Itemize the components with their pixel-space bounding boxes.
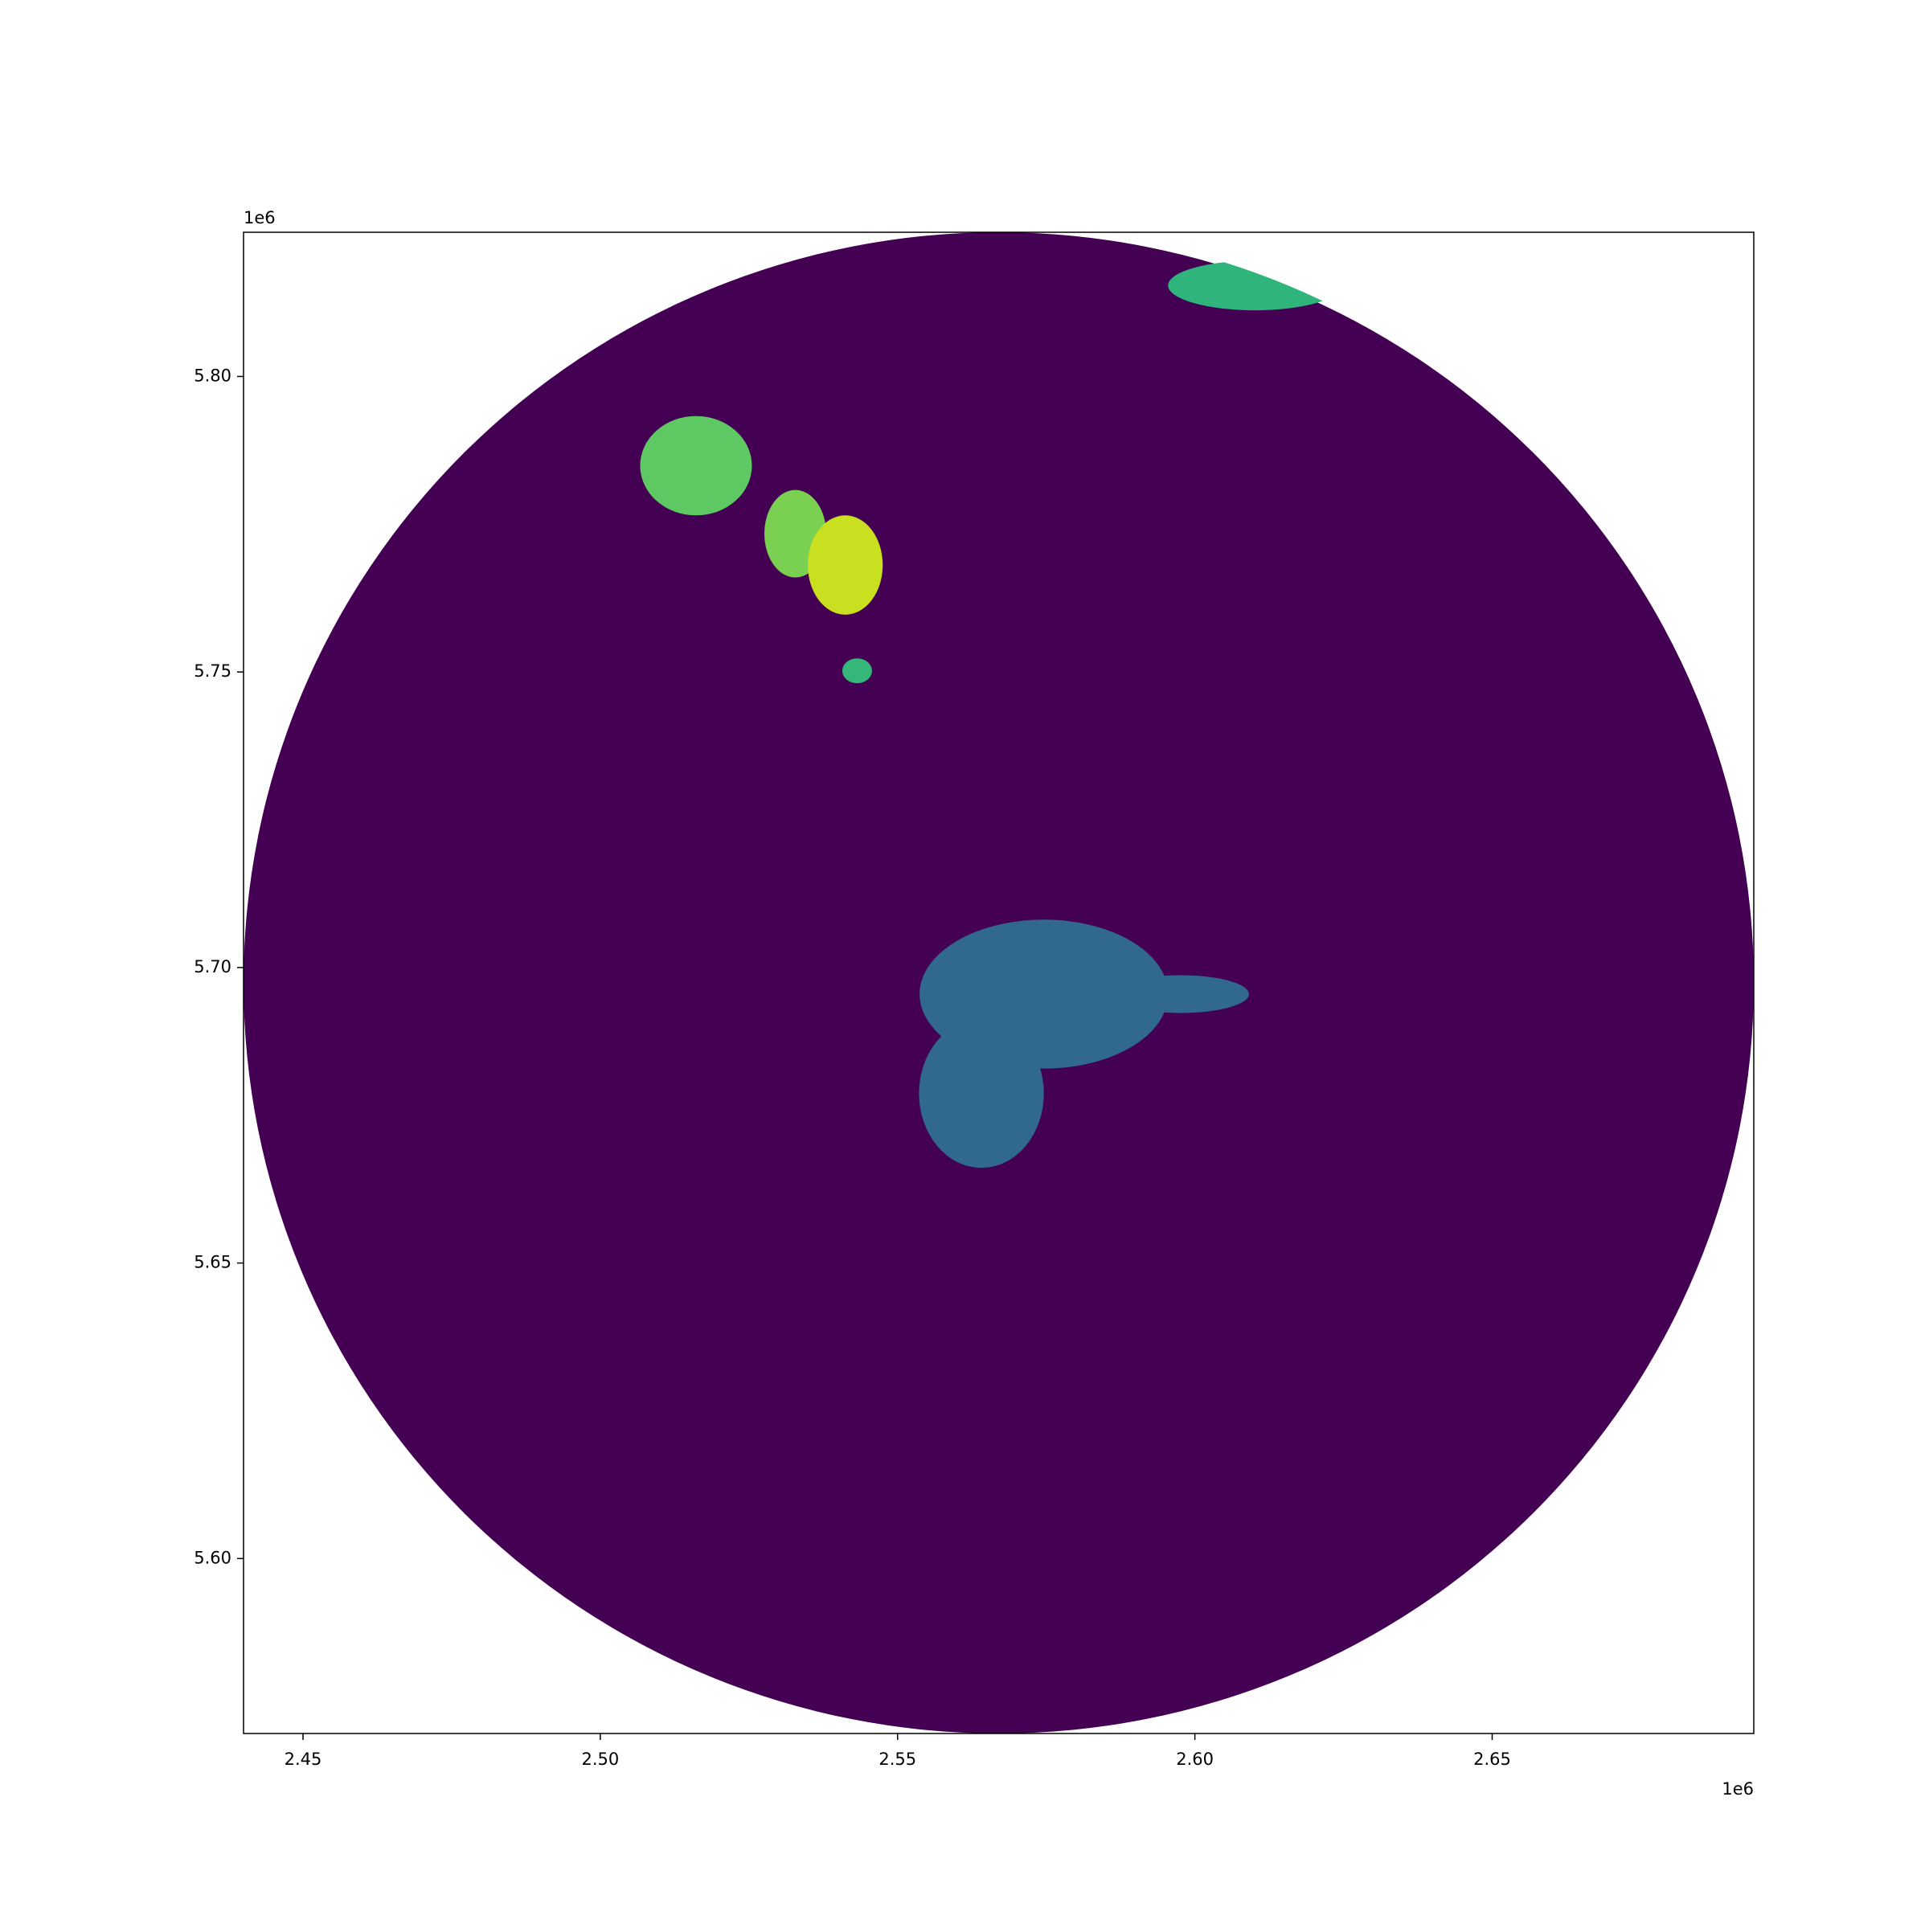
y-tick-label: 5.70 [194,957,231,976]
x-offset-label: 1e6 [1722,1779,1754,1799]
y-tick-label: 5.60 [194,1548,231,1567]
y-tick-label: 5.65 [194,1253,231,1272]
y-tick-label: 5.80 [194,366,231,385]
x-tick-label: 2.65 [1473,1750,1511,1769]
echo-layer [640,260,1342,1169]
echo [842,658,872,684]
x-tick-label: 2.45 [285,1750,322,1769]
echo [919,1018,1044,1169]
echo [808,515,883,615]
x-tick-label: 2.60 [1176,1750,1214,1769]
y-tick-label: 5.75 [194,661,231,681]
echo [1112,975,1249,1013]
y-offset-label: 1e6 [244,208,276,227]
x-tick-label: 2.55 [878,1750,916,1769]
x-tick-label: 2.50 [581,1750,619,1769]
axes-frame [243,231,1755,1734]
echo [1168,260,1342,311]
echo [640,415,752,516]
